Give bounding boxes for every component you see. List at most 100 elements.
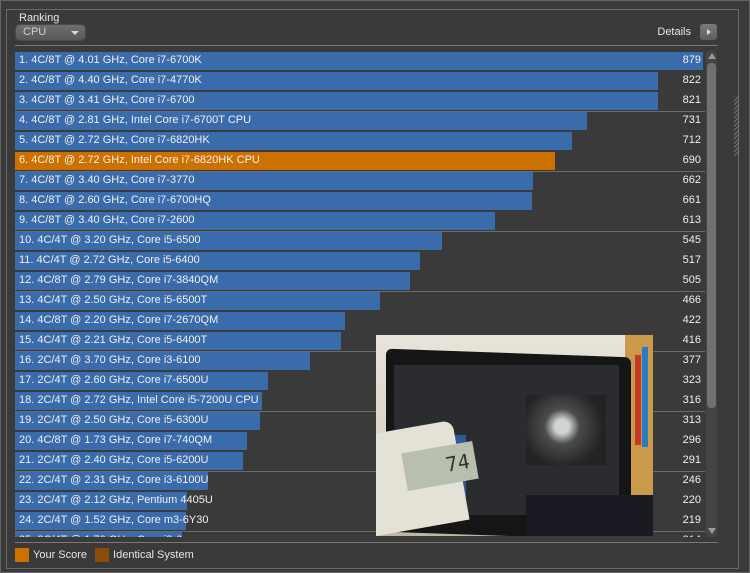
- group-separator: [15, 231, 705, 232]
- details-label[interactable]: Details: [657, 26, 691, 38]
- score-bar: [15, 332, 341, 350]
- ranking-row-score: 219: [682, 514, 701, 526]
- score-bar: [15, 292, 380, 310]
- ranking-row-label: 24. 2C/4T @ 1.52 GHz, Core m3-6Y30: [19, 514, 209, 526]
- overlay-photo: 74: [376, 335, 653, 536]
- ranking-row-score: 214: [683, 533, 701, 537]
- score-bar: [15, 112, 587, 130]
- ranking-row-score: 291: [682, 454, 701, 466]
- ranking-row[interactable]: 25. 2C/4T @ 1.70 GHz, Core i3-6... 214: [15, 531, 705, 537]
- score-bar: [15, 352, 310, 370]
- ranking-row-score: 296: [682, 434, 701, 446]
- ranking-row[interactable]: 16. 2C/4T @ 3.70 GHz, Core i3-6100 377: [15, 351, 705, 371]
- score-bar: [15, 192, 532, 210]
- ranking-row-label: 5. 4C/8T @ 2.72 GHz, Core i7-6820HK: [19, 134, 210, 146]
- ranking-row[interactable]: 6. 4C/8T @ 2.72 GHz, Intel Core i7-6820H…: [15, 151, 705, 171]
- ranking-row[interactable]: 7. 4C/8T @ 3.40 GHz, Core i7-3770 662: [15, 171, 705, 191]
- category-dropdown-value: CPU: [23, 26, 47, 38]
- ranking-row-label: 18. 2C/4T @ 2.72 GHz, Intel Core i5-7200…: [19, 394, 259, 406]
- score-bar: [15, 172, 533, 190]
- divider-bottom: [15, 542, 718, 543]
- score-bar: [15, 272, 410, 290]
- ranking-row[interactable]: 19. 2C/4T @ 2.50 GHz, Core i5-6300U 313: [15, 411, 705, 431]
- ranking-row-label: 20. 4C/8T @ 1.73 GHz, Core i7-740QM: [19, 434, 213, 446]
- ranking-row-score: 661: [682, 194, 701, 206]
- ranking-row-score: 517: [682, 254, 701, 266]
- ranking-row[interactable]: 8. 4C/8T @ 2.60 GHz, Core i7-6700HQ 661: [15, 191, 705, 211]
- scrollbar-thumb[interactable]: [707, 63, 716, 408]
- ranking-row-score: 690: [682, 154, 701, 166]
- ranking-scrollbar[interactable]: [706, 51, 717, 537]
- ranking-row-label: 16. 2C/4T @ 3.70 GHz, Core i3-6100: [19, 354, 201, 366]
- ranking-row-label: 21. 2C/4T @ 2.40 GHz, Core i5-6200U: [19, 454, 209, 466]
- category-dropdown[interactable]: CPU: [15, 24, 86, 41]
- ranking-row[interactable]: 20. 4C/8T @ 1.73 GHz, Core i7-740QM 296: [15, 431, 705, 451]
- score-bar: [15, 372, 268, 390]
- play-arrow-icon: [707, 29, 711, 35]
- scroll-up-arrow-icon[interactable]: [708, 53, 716, 59]
- ranking-row[interactable]: 1. 4C/8T @ 4.01 GHz, Core i7-6700K 879: [15, 51, 705, 71]
- ranking-row-score: 466: [682, 294, 701, 306]
- group-separator: [15, 171, 705, 172]
- legend: Your Score Identical System: [15, 547, 198, 563]
- ranking-row-label: 14. 4C/8T @ 2.20 GHz, Core i7-2670QM: [19, 314, 219, 326]
- score-bar: [15, 492, 187, 510]
- ranking-row-label: 19. 2C/4T @ 2.50 GHz, Core i5-6300U: [19, 414, 209, 426]
- ranking-row[interactable]: 14. 4C/8T @ 2.20 GHz, Core i7-2670QM 422: [15, 311, 705, 331]
- ranking-row[interactable]: 17. 2C/4T @ 2.60 GHz, Core i7-6500U 323: [15, 371, 705, 391]
- ranking-row[interactable]: 18. 2C/4T @ 2.72 GHz, Intel Core i5-7200…: [15, 391, 705, 411]
- ranking-row-score: 416: [682, 334, 701, 346]
- ranking-row-score: 545: [682, 234, 701, 246]
- score-bar: [15, 472, 208, 490]
- ranking-row-score: 821: [682, 94, 701, 106]
- group-separator: [15, 111, 705, 112]
- ranking-row-score: 422: [682, 314, 701, 326]
- ranking-row-score: 879: [682, 54, 701, 66]
- ranking-row-score: 712: [682, 134, 701, 146]
- score-bar: [15, 232, 442, 250]
- ranking-row[interactable]: 23. 2C/4T @ 2.12 GHz, Pentium 4405U 220: [15, 491, 705, 511]
- ranking-row-score: 316: [682, 394, 701, 406]
- ranking-row-label: 9. 4C/8T @ 3.40 GHz, Core i7-2600: [19, 214, 195, 226]
- ranking-row[interactable]: 2. 4C/8T @ 4.40 GHz, Core i7-4770K 822: [15, 71, 705, 91]
- photo-keyboard: [526, 495, 653, 536]
- ranking-row[interactable]: 21. 2C/4T @ 2.40 GHz, Core i5-6200U 291: [15, 451, 705, 471]
- scroll-down-arrow-icon[interactable]: [708, 528, 716, 534]
- score-bar: [15, 252, 420, 270]
- ranking-row-label: 12. 4C/8T @ 2.79 GHz, Core i7-3840QM: [19, 274, 219, 286]
- score-bar: [15, 212, 495, 230]
- ranking-row[interactable]: 12. 4C/8T @ 2.79 GHz, Core i7-3840QM 505: [15, 271, 705, 291]
- ranking-groupbox: Ranking: [6, 9, 739, 569]
- divider-top: [15, 45, 718, 46]
- ranking-row[interactable]: 11. 4C/4T @ 2.72 GHz, Core i5-6400 517: [15, 251, 705, 271]
- ranking-row[interactable]: 10. 4C/4T @ 3.20 GHz, Core i5-6500 545: [15, 231, 705, 251]
- ranking-row[interactable]: 13. 4C/4T @ 2.50 GHz, Core i5-6500T 466: [15, 291, 705, 311]
- photo-book: [642, 347, 648, 447]
- group-separator: [15, 471, 705, 472]
- ranking-row[interactable]: 24. 2C/4T @ 1.52 GHz, Core m3-6Y30 219: [15, 511, 705, 531]
- ranking-row-label: 23. 2C/4T @ 2.12 GHz, Pentium 4405U: [19, 494, 213, 506]
- ranking-row-label: 4. 4C/8T @ 2.81 GHz, Intel Core i7-6700T…: [19, 114, 252, 126]
- ranking-row-label: 10. 4C/4T @ 3.20 GHz, Core i5-6500: [19, 234, 201, 246]
- ranking-row[interactable]: 4. 4C/8T @ 2.81 GHz, Intel Core i7-6700T…: [15, 111, 705, 131]
- ranking-title: Ranking: [16, 11, 63, 25]
- ranking-row-label: 11. 4C/4T @ 2.72 GHz, Core i5-6400: [19, 254, 200, 266]
- ranking-row[interactable]: 22. 2C/4T @ 2.31 GHz, Core i3-6100U 246: [15, 471, 705, 491]
- group-separator: [15, 291, 705, 292]
- score-bar: [15, 72, 658, 90]
- ranking-row[interactable]: 15. 4C/4T @ 2.21 GHz, Core i5-6400T 416: [15, 331, 705, 351]
- ranking-row[interactable]: 3. 4C/8T @ 3.41 GHz, Core i7-6700 821: [15, 91, 705, 111]
- group-separator: [15, 411, 705, 412]
- ranking-row[interactable]: 5. 4C/8T @ 2.72 GHz, Core i7-6820HK 712: [15, 131, 705, 151]
- ranking-row[interactable]: 9. 4C/8T @ 3.40 GHz, Core i7-2600 613: [15, 211, 705, 231]
- ranking-row-score: 822: [682, 74, 701, 86]
- resize-grip-icon[interactable]: [734, 96, 739, 156]
- details-button[interactable]: [700, 24, 717, 40]
- group-separator: [15, 351, 705, 352]
- ranking-row-score: 505: [682, 274, 701, 286]
- photo-screen-image: [526, 395, 606, 465]
- ranking-row-label: 15. 4C/4T @ 2.21 GHz, Core i5-6400T: [19, 334, 208, 346]
- ranking-row-label: 1. 4C/8T @ 4.01 GHz, Core i7-6700K: [19, 54, 202, 66]
- ranking-row-score: 613: [682, 214, 701, 226]
